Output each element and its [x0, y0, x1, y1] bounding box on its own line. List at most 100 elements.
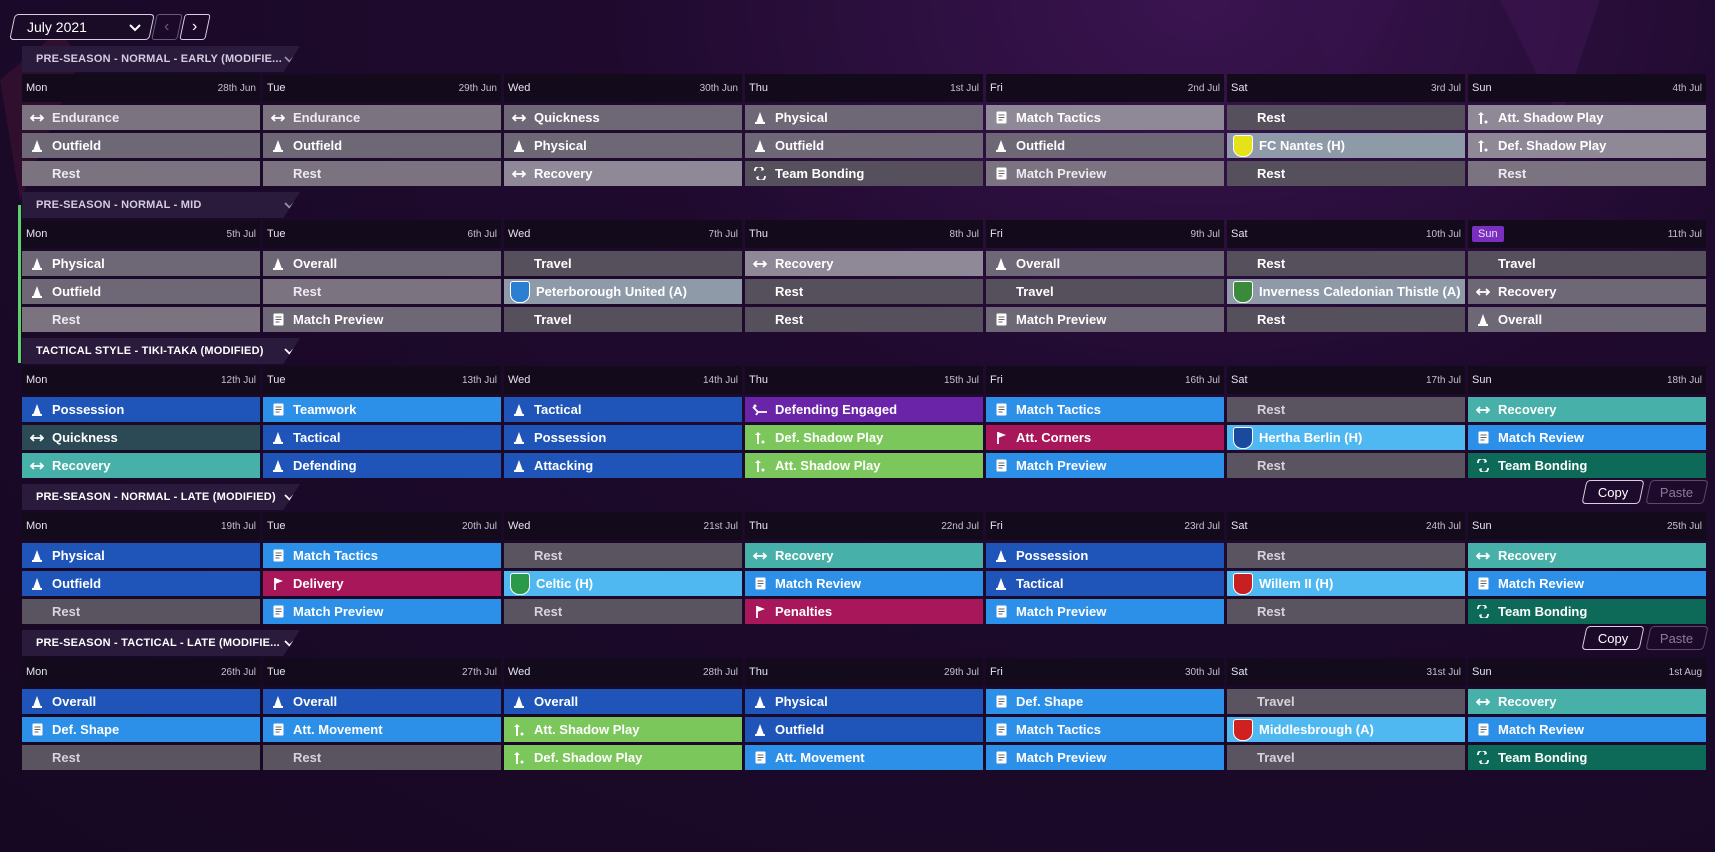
training-session[interactable]: Tactical	[986, 571, 1224, 596]
training-session[interactable]: Defending Engaged	[745, 397, 983, 422]
training-session[interactable]: Physical	[504, 133, 742, 158]
training-session[interactable]: Rest	[1227, 161, 1465, 186]
training-session[interactable]: Physical	[745, 105, 983, 130]
training-session[interactable]: Def. Shadow Play	[1468, 133, 1706, 158]
training-session[interactable]: Overall	[504, 689, 742, 714]
training-session[interactable]: Overall	[1468, 307, 1706, 332]
training-session[interactable]: Match Preview	[263, 307, 501, 332]
training-session[interactable]: Physical	[22, 543, 260, 568]
training-session[interactable]: Overall	[263, 251, 501, 276]
training-session[interactable]: Tactical	[504, 397, 742, 422]
training-session[interactable]: Rest	[263, 279, 501, 304]
match-session[interactable]: Hertha Berlin (H)	[1227, 425, 1465, 450]
training-session[interactable]: Possession	[504, 425, 742, 450]
training-session[interactable]: Match Tactics	[263, 543, 501, 568]
training-session[interactable]: Overall	[986, 251, 1224, 276]
training-session[interactable]: Match Review	[1468, 571, 1706, 596]
block-schedule-dropdown[interactable]: PRE-SEASON - NORMAL - LATE (MODIFIED)	[22, 484, 300, 510]
training-session[interactable]: Def. Shape	[22, 717, 260, 742]
training-session[interactable]: Rest	[263, 161, 501, 186]
training-session[interactable]: Team Bonding	[1468, 599, 1706, 624]
training-session[interactable]: Penalties	[745, 599, 983, 624]
training-session[interactable]: Travel	[986, 279, 1224, 304]
next-month-button[interactable]: ›	[179, 14, 211, 40]
training-session[interactable]: Recovery	[22, 453, 260, 478]
training-session[interactable]: Rest	[1227, 453, 1465, 478]
training-session[interactable]: Match Tactics	[986, 397, 1224, 422]
training-session[interactable]: Quickness	[22, 425, 260, 450]
match-session[interactable]: Celtic (H)	[504, 571, 742, 596]
training-session[interactable]: Possession	[22, 397, 260, 422]
training-session[interactable]: Match Tactics	[986, 105, 1224, 130]
training-session[interactable]: Possession	[986, 543, 1224, 568]
training-session[interactable]: Rest	[745, 279, 983, 304]
training-session[interactable]: Outfield	[22, 279, 260, 304]
training-session[interactable]: Recovery	[745, 543, 983, 568]
training-session[interactable]: Rest	[1227, 251, 1465, 276]
training-session[interactable]: Quickness	[504, 105, 742, 130]
match-session[interactable]: Willem II (H)	[1227, 571, 1465, 596]
training-session[interactable]: Match Preview	[263, 599, 501, 624]
training-session[interactable]: Recovery	[504, 161, 742, 186]
training-session[interactable]: Rest	[1227, 543, 1465, 568]
training-session[interactable]: Match Preview	[986, 599, 1224, 624]
match-session[interactable]: Inverness Caledonian Thistle (A)	[1227, 279, 1465, 304]
match-session[interactable]: Middlesbrough (A)	[1227, 717, 1465, 742]
training-session[interactable]: Rest	[1227, 599, 1465, 624]
training-session[interactable]: Teamwork	[263, 397, 501, 422]
training-session[interactable]: Endurance	[263, 105, 501, 130]
training-session[interactable]: Travel	[1227, 745, 1465, 770]
training-session[interactable]: Team Bonding	[1468, 453, 1706, 478]
paste-button[interactable]: Paste	[1645, 480, 1709, 504]
training-session[interactable]: Match Review	[745, 571, 983, 596]
training-session[interactable]: Travel	[504, 251, 742, 276]
training-session[interactable]: Rest	[504, 599, 742, 624]
training-session[interactable]: Endurance	[22, 105, 260, 130]
training-session[interactable]: Recovery	[745, 251, 983, 276]
block-schedule-dropdown[interactable]: PRE-SEASON - NORMAL - MID	[22, 192, 300, 218]
training-session[interactable]: Team Bonding	[1468, 745, 1706, 770]
training-session[interactable]: Recovery	[1468, 543, 1706, 568]
previous-month-button[interactable]: ‹	[151, 14, 183, 40]
training-session[interactable]: Att. Movement	[745, 745, 983, 770]
block-schedule-dropdown[interactable]: PRE-SEASON - NORMAL - EARLY (MODIFIE...	[22, 46, 300, 72]
training-session[interactable]: Def. Shadow Play	[745, 425, 983, 450]
training-session[interactable]: Rest	[22, 745, 260, 770]
training-session[interactable]: Match Preview	[986, 453, 1224, 478]
training-session[interactable]: Rest	[22, 599, 260, 624]
training-session[interactable]: Recovery	[1468, 397, 1706, 422]
block-schedule-dropdown[interactable]: PRE-SEASON - TACTICAL - LATE (MODIFIE...	[22, 630, 300, 656]
training-session[interactable]: Att. Shadow Play	[504, 717, 742, 742]
block-schedule-dropdown[interactable]: TACTICAL STYLE - TIKI-TAKA (MODIFIED)	[22, 338, 300, 364]
match-session[interactable]: Peterborough United (A)	[504, 279, 742, 304]
training-session[interactable]: Match Preview	[986, 307, 1224, 332]
training-session[interactable]: Att. Corners	[986, 425, 1224, 450]
training-session[interactable]: Att. Shadow Play	[745, 453, 983, 478]
training-session[interactable]: Outfield	[745, 133, 983, 158]
training-session[interactable]: Attacking	[504, 453, 742, 478]
training-session[interactable]: Defending	[263, 453, 501, 478]
training-session[interactable]: Match Preview	[986, 161, 1224, 186]
training-session[interactable]: Tactical	[263, 425, 501, 450]
training-session[interactable]: Recovery	[1468, 279, 1706, 304]
training-session[interactable]: Outfield	[745, 717, 983, 742]
training-session[interactable]: Def. Shadow Play	[504, 745, 742, 770]
training-session[interactable]: Team Bonding	[745, 161, 983, 186]
training-session[interactable]: Rest	[1227, 397, 1465, 422]
training-session[interactable]: Att. Shadow Play	[1468, 105, 1706, 130]
month-dropdown[interactable]: July 2021	[9, 14, 155, 40]
training-session[interactable]: Rest	[504, 543, 742, 568]
paste-button[interactable]: Paste	[1645, 626, 1709, 650]
copy-button[interactable]: Copy	[1581, 626, 1645, 650]
training-session[interactable]: Outfield	[22, 571, 260, 596]
training-session[interactable]: Outfield	[986, 133, 1224, 158]
training-session[interactable]: Rest	[745, 307, 983, 332]
training-session[interactable]: Travel	[1227, 689, 1465, 714]
training-session[interactable]: Outfield	[22, 133, 260, 158]
training-session[interactable]: Def. Shape	[986, 689, 1224, 714]
training-session[interactable]: Rest	[22, 307, 260, 332]
training-session[interactable]: Recovery	[1468, 689, 1706, 714]
copy-button[interactable]: Copy	[1581, 480, 1645, 504]
training-session[interactable]: Rest	[263, 745, 501, 770]
training-session[interactable]: Rest	[1227, 105, 1465, 130]
